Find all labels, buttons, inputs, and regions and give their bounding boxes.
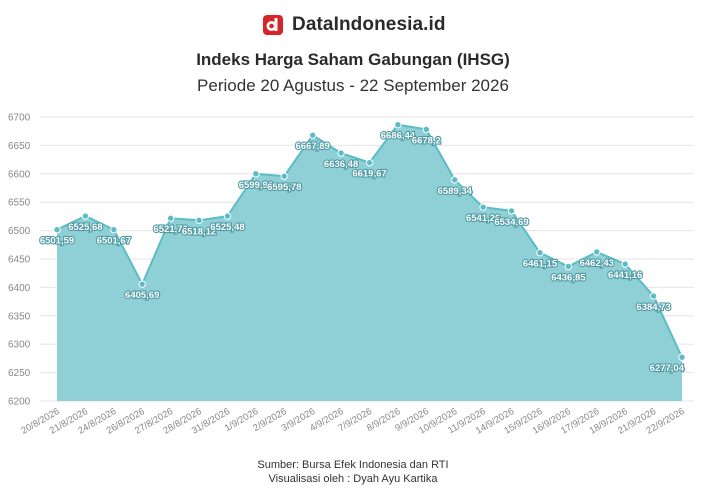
data-point [621,260,629,268]
data-label: 6619,67 [352,169,386,180]
data-point [138,280,146,288]
data-point [195,216,203,225]
data-label: 6667,89 [296,141,330,152]
data-point [394,121,402,129]
y-tick-label: 6600 [8,169,31,180]
data-label: 6525,48 [210,222,244,233]
brand-logo-icon [262,14,284,36]
data-label: 6405,69 [125,290,159,301]
y-tick-label: 6500 [8,226,31,237]
data-point [308,131,317,139]
data-label: 6461,15 [523,259,558,270]
data-point [649,292,658,300]
data-point [280,172,288,180]
data-label: 6599,96 [239,180,273,191]
data-point [422,125,431,134]
data-point [536,248,544,257]
brand-logo: DataIndonesia.id [262,14,446,36]
chart-footer: Sumber: Bursa Efek Indonesia dan RTI Vis… [0,458,706,486]
data-label: 6441,16 [608,270,642,281]
source-note: Sumber: Bursa Efek Indonesia dan RTI [257,459,449,471]
data-point [337,149,345,157]
y-tick-label: 6700 [8,113,31,124]
data-point [252,170,260,178]
area-fill [57,124,682,401]
data-point [365,158,374,167]
chart-header: DataIndonesia.id Indeks Harga Saham Gabu… [0,0,706,110]
data-point [53,225,61,234]
data-label: 6595,78 [267,182,301,193]
data-point [593,248,601,256]
ihsg-area-chart: 6200 6250 6300 6350 6400 6450 6500 6550 6600 6650… [8,113,694,437]
y-tick-label: 6400 [8,283,31,294]
data-point [166,214,175,222]
data-label: 6384,73 [636,302,670,313]
y-tick-label: 6350 [8,311,31,322]
data-label: 6277,04 [650,363,685,374]
y-tick-label: 6200 [8,397,31,408]
data-point [564,262,573,271]
data-label: 6541,26 [466,213,500,224]
credit-note: Visualisasi oleh : Dyah Ayu Kartika [268,473,438,485]
data-point [223,212,232,220]
data-point [110,225,118,234]
data-point [81,212,90,220]
y-tick-label: 6550 [8,198,31,209]
data-point [451,176,459,184]
data-label: 6636,48 [324,159,358,170]
data-label: 6678,2 [412,135,441,146]
y-tick-label: 6650 [8,141,31,152]
data-label: 6501,67 [97,236,131,247]
data-label: 6686,44 [381,131,416,142]
chart-title: Indeks Harga Saham Gabungan (IHSG) [196,50,510,69]
data-point [507,207,516,215]
data-label: 6518,12 [182,226,216,237]
y-tick-label: 6300 [8,340,31,351]
y-tick-label: 6250 [8,368,31,379]
data-label: 6521,76 [153,224,187,235]
brand-name: DataIndonesia.id [292,14,446,35]
data-label: 6534,69 [494,217,528,228]
chart-subtitle: Periode 20 Agustus - 22 September 2026 [197,76,509,95]
data-label: 6589,34 [438,186,473,197]
data-point [479,203,487,211]
y-tick-label: 6450 [8,255,31,266]
data-label: 6525,68 [68,222,102,233]
data-label: 6462,43 [580,258,614,269]
data-point [678,353,686,361]
data-label: 6436,85 [551,272,586,283]
data-label: 6501,59 [40,236,74,247]
